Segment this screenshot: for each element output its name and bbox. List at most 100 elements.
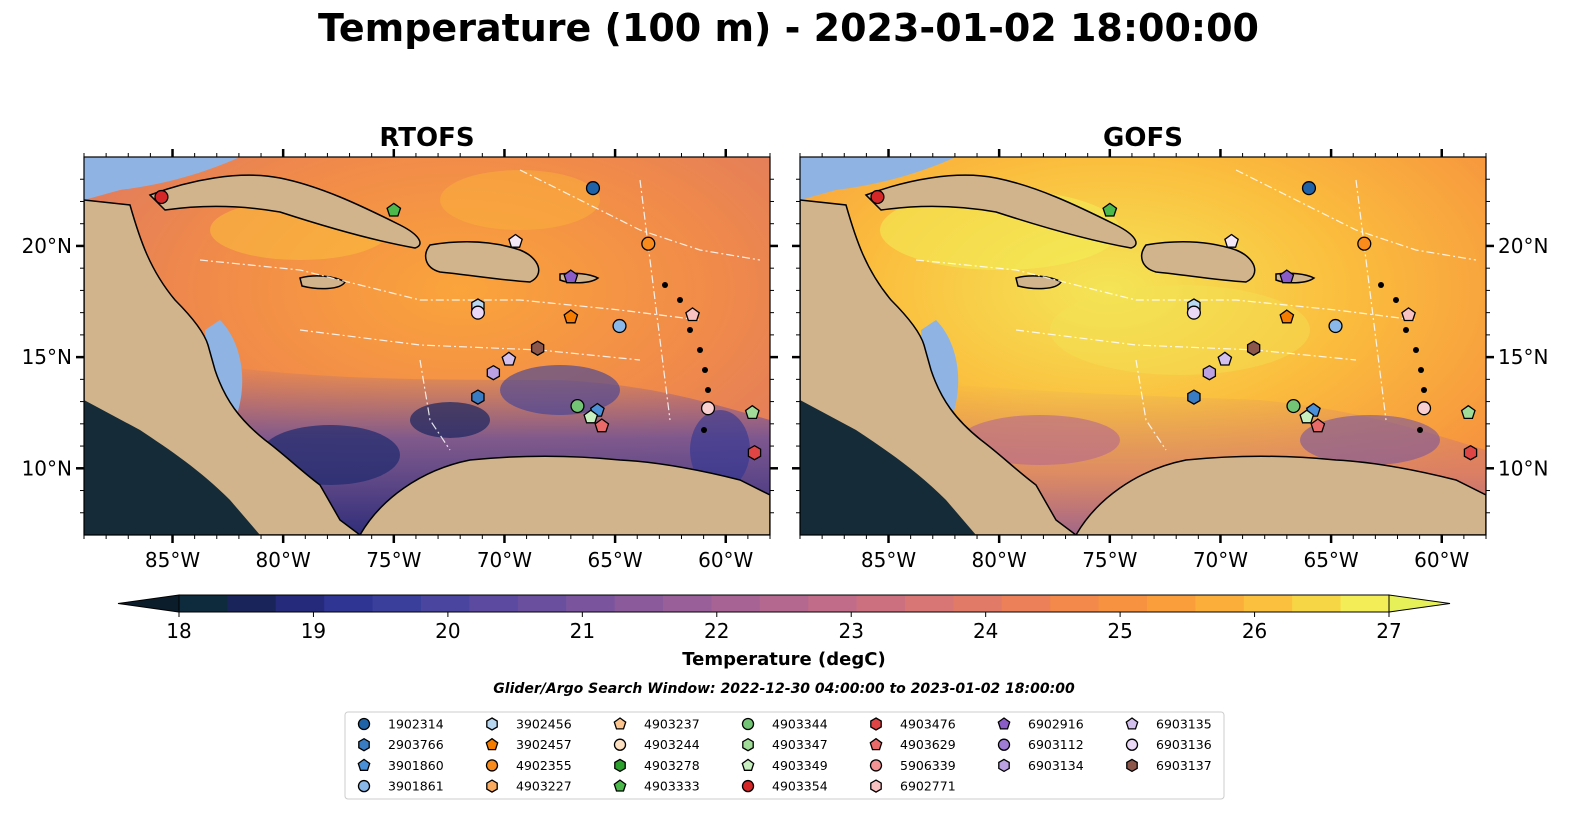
colorbar-segment	[663, 595, 712, 612]
legend-label: 6903112	[1028, 737, 1084, 752]
legend-marker	[613, 779, 627, 792]
legend-label: 4903333	[644, 779, 700, 794]
legend-label: 3901860	[388, 758, 444, 773]
float-marker	[1299, 409, 1315, 424]
land-jamaica	[1015, 275, 1063, 290]
colorbar-tick-label: 24	[973, 619, 998, 643]
legend-label: 4903354	[772, 779, 828, 794]
lat-tick-label: 15°N	[1498, 345, 1548, 369]
cool-eddy	[1300, 415, 1440, 465]
colorbar-tick-label: 19	[301, 619, 326, 643]
colorbar-segment	[1292, 595, 1342, 612]
colorbar-segment	[324, 595, 374, 612]
cool-eddy	[960, 415, 1120, 465]
float-marker	[501, 351, 517, 366]
legend-marker	[1125, 738, 1139, 751]
legend-marker	[613, 738, 627, 751]
legend-label: 4903629	[900, 737, 956, 752]
colorbar-segment	[1195, 595, 1245, 612]
legend-label: 3902456	[516, 717, 572, 732]
colorbar-tick-label: 22	[704, 619, 729, 643]
legend-box	[344, 711, 1225, 800]
colorbar-segment	[953, 595, 1003, 612]
colorbar-segment	[1243, 595, 1293, 612]
legend-marker	[870, 717, 882, 731]
legend: 1902314 2903766 3901860 3901861 3902456 39024…	[357, 717, 1212, 794]
float-marker	[1286, 398, 1301, 414]
shelf-water	[84, 157, 240, 200]
colorbar-segment	[421, 595, 470, 612]
lat-tick-label: 10°N	[1498, 456, 1548, 480]
float-marker	[508, 233, 523, 248]
legend-marker	[1125, 717, 1139, 730]
colorbar-tick-label: 21	[570, 619, 595, 643]
legend-marker	[357, 758, 371, 771]
legend-marker	[1126, 758, 1138, 773]
colorbar-segment	[275, 595, 325, 612]
warm-eddy	[1050, 285, 1310, 375]
lon-tick-label: 70°W	[1193, 548, 1248, 572]
legend-marker	[997, 738, 1011, 751]
colorbar-segment	[711, 595, 761, 612]
legend-label: 4903347	[772, 737, 828, 752]
eez-boundaries	[915, 169, 1477, 451]
page-title: Temperature (100 m) - 2023-01-02 18:00:0…	[317, 6, 1259, 50]
land-cuba	[864, 174, 1137, 249]
colorbar-segment	[517, 595, 567, 612]
colorbar-tick-label: 26	[1242, 619, 1267, 643]
legend-label: 4903237	[644, 717, 700, 732]
legend-marker	[358, 737, 370, 752]
float-marker	[1328, 318, 1343, 334]
lon-tick-label: 70°W	[477, 548, 532, 572]
lat-tick-label: 20°N	[22, 234, 72, 258]
land-hispaniola	[1140, 240, 1256, 283]
panel-title-rtofs: RTOFS	[379, 123, 474, 153]
legend-label: 4903244	[644, 737, 700, 752]
legend-marker	[486, 779, 498, 793]
land-dark-pacific	[84, 400, 260, 535]
panel-title-gofs: GOFS	[1103, 123, 1183, 153]
lon-tick-label: 80°W	[972, 548, 1027, 572]
legend-label: 3902457	[516, 737, 572, 752]
float-marker	[1246, 340, 1261, 356]
legend-label: 4903227	[516, 779, 572, 794]
lon-tick-label: 85°W	[861, 548, 916, 572]
legend-marker	[485, 759, 499, 772]
colorbar-tick-label: 18	[166, 619, 191, 643]
lon-tick-label: 65°W	[1303, 548, 1358, 572]
float-marker	[1202, 364, 1217, 381]
float-marker	[1463, 444, 1478, 461]
legend-marker	[741, 779, 755, 793]
colorbar-segment	[1050, 595, 1100, 612]
legend-marker	[997, 717, 1011, 730]
rtofs-map-frame	[83, 156, 771, 536]
colorbar-segment	[566, 595, 616, 612]
legend-marker	[357, 717, 371, 731]
warm-eddy	[440, 170, 600, 230]
float-markers	[154, 181, 1478, 461]
colorbar-segment	[759, 595, 809, 612]
colorbar-segment	[469, 595, 519, 612]
float-marker	[594, 418, 610, 433]
colorbar-extend-high	[1388, 594, 1451, 613]
float-marker	[1217, 351, 1233, 366]
lon-tick-label: 65°W	[587, 548, 642, 572]
float-marker	[1416, 401, 1432, 416]
legend-label: 4903349	[772, 758, 828, 773]
legend-marker	[741, 758, 755, 771]
eez-boundaries	[199, 169, 761, 451]
float-marker	[1102, 202, 1118, 217]
legend-marker	[870, 779, 882, 793]
colorbar-label: Temperature (degC)	[682, 649, 885, 670]
float-marker	[585, 181, 601, 196]
legend-marker	[869, 737, 883, 751]
land-hispaniola	[424, 240, 540, 283]
legend-label: 5906339	[900, 758, 956, 773]
gofs-map-panel	[800, 157, 1486, 535]
land-south-america	[359, 455, 770, 535]
float-marker	[744, 404, 760, 420]
legend-label: 4902355	[516, 758, 572, 773]
colorbar-tick-label: 27	[1376, 619, 1401, 643]
legend-marker	[742, 737, 754, 752]
